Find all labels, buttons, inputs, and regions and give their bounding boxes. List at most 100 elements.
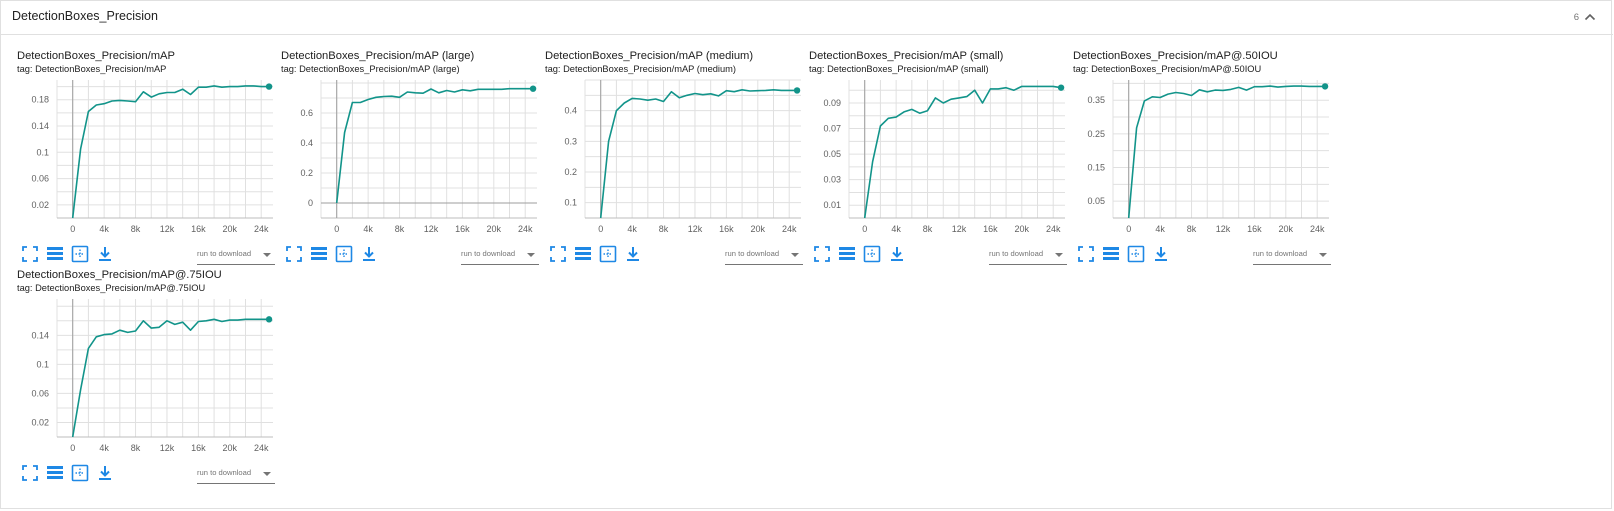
x-tick-label: 4k xyxy=(1155,224,1165,234)
line-chart[interactable]: 0 4k 8k 12k 16k 20k 24k 0 0.2 0.4 0.6 xyxy=(281,76,545,244)
download-button[interactable] xyxy=(1152,245,1170,263)
y-tick-label: 0.1 xyxy=(36,147,49,157)
chevron-up-icon[interactable] xyxy=(1583,10,1597,24)
y-tick-label: 0.09 xyxy=(823,98,841,108)
series-line xyxy=(1127,85,1326,219)
data-table-icon xyxy=(1103,247,1119,260)
y-tick-label: 0.14 xyxy=(31,330,49,340)
x-tick-label: 24k xyxy=(1310,224,1325,234)
download-button[interactable] xyxy=(96,245,114,263)
y-tick-label: 0.1 xyxy=(36,359,49,369)
run-select-label: run to download xyxy=(989,249,1044,258)
data-table-button[interactable] xyxy=(1102,245,1120,263)
card-toolbar: run to download xyxy=(809,245,1073,269)
line-chart[interactable]: 0 4k 8k 12k 16k 20k 24k 0.01 0.03 0.05 0.07 0.09 xyxy=(809,76,1073,244)
fit-domain-button[interactable] xyxy=(863,245,881,263)
run-select-label: run to download xyxy=(725,249,780,258)
y-tick-label: 0.6 xyxy=(300,108,313,118)
fullscreen-button[interactable] xyxy=(1077,245,1095,263)
dropdown-caret-icon xyxy=(791,253,799,257)
y-tick-label: 0.35 xyxy=(1087,95,1105,105)
data-table-button[interactable] xyxy=(46,245,64,263)
y-tick-label: 0.14 xyxy=(31,121,49,131)
card-toolbar: run to download xyxy=(17,245,281,269)
x-tick-label: 24k xyxy=(1046,224,1061,234)
download-button[interactable] xyxy=(624,245,642,263)
y-tick-label: 0.4 xyxy=(300,138,313,148)
series-end-point xyxy=(265,83,273,90)
run-download-select[interactable]: run to download xyxy=(197,466,275,484)
scalar-card: DetectionBoxes_Precision/mAP (large) tag… xyxy=(281,50,545,272)
fit-domain-button[interactable] xyxy=(71,245,89,263)
series-end-point xyxy=(1057,84,1065,91)
card-title: DetectionBoxes_Precision/mAP@.75IOU xyxy=(17,269,222,281)
run-download-select[interactable]: run to download xyxy=(1253,247,1331,265)
x-tick-label: 0 xyxy=(70,443,75,453)
fullscreen-button[interactable] xyxy=(21,245,39,263)
line-chart[interactable]: 0 4k 8k 12k 16k 20k 24k 0.05 0.15 0.25 0.35 xyxy=(1073,76,1337,244)
download-button[interactable] xyxy=(888,245,906,263)
run-download-select[interactable]: run to download xyxy=(461,247,539,265)
data-table-button[interactable] xyxy=(574,245,592,263)
data-table-button[interactable] xyxy=(838,245,856,263)
fit-domain-icon xyxy=(335,245,353,263)
scalar-card: DetectionBoxes_Precision/mAP (small) tag… xyxy=(809,50,1073,272)
run-download-select[interactable]: run to download xyxy=(725,247,803,265)
dropdown-caret-icon xyxy=(527,253,535,257)
card-tag: tag: DetectionBoxes_Precision/mAP@.75IOU xyxy=(17,283,206,293)
y-tick-label: 0.25 xyxy=(1087,129,1105,139)
fit-domain-button[interactable] xyxy=(599,245,617,263)
section-header[interactable]: DetectionBoxes_Precision 6 xyxy=(1,1,1613,35)
line-chart[interactable]: 0 4k 8k 12k 16k 20k 24k 0.02 0.06 0.1 0.14 xyxy=(17,295,281,463)
fullscreen-button[interactable] xyxy=(21,464,39,482)
x-tick-label: 8k xyxy=(395,224,405,234)
download-button[interactable] xyxy=(360,245,378,263)
download-button[interactable] xyxy=(96,464,114,482)
fit-domain-button[interactable] xyxy=(335,245,353,263)
y-tick-label: 0.2 xyxy=(564,167,577,177)
card-tag: tag: DetectionBoxes_Precision/mAP@.50IOU xyxy=(1073,64,1262,74)
y-tick-label: 0.07 xyxy=(823,124,841,134)
x-tick-label: 20k xyxy=(487,224,502,234)
data-table-button[interactable] xyxy=(310,245,328,263)
dropdown-caret-icon xyxy=(263,253,271,257)
fullscreen-button[interactable] xyxy=(549,245,567,263)
download-icon xyxy=(627,247,639,261)
series-end-point xyxy=(793,87,801,94)
series-line xyxy=(335,87,534,204)
x-tick-label: 16k xyxy=(191,443,206,453)
card-toolbar: run to download xyxy=(281,245,545,269)
fullscreen-button[interactable] xyxy=(813,245,831,263)
x-tick-label: 0 xyxy=(70,224,75,234)
fullscreen-icon xyxy=(1078,246,1094,262)
x-tick-label: 12k xyxy=(952,224,967,234)
data-table-button[interactable] xyxy=(46,464,64,482)
scalar-card: DetectionBoxes_Precision/mAP@.75IOU tag:… xyxy=(17,269,281,491)
fullscreen-icon xyxy=(22,246,38,262)
card-tag: tag: DetectionBoxes_Precision/mAP xyxy=(17,64,167,74)
fit-domain-button[interactable] xyxy=(1127,245,1145,263)
download-icon xyxy=(363,247,375,261)
line-chart[interactable]: 0 4k 8k 12k 16k 20k 24k 0.1 0.2 0.3 0.4 xyxy=(545,76,809,244)
dropdown-caret-icon xyxy=(263,472,271,476)
fit-domain-button[interactable] xyxy=(71,464,89,482)
x-tick-label: 12k xyxy=(424,224,439,234)
line-chart[interactable]: 0 4k 8k 12k 16k 20k 24k 0.02 0.06 0.1 0.14 0.18 xyxy=(17,76,281,244)
fit-domain-icon xyxy=(71,464,89,482)
card-toolbar: run to download xyxy=(17,464,281,488)
y-tick-label: 0.01 xyxy=(823,200,841,210)
run-download-select[interactable]: run to download xyxy=(197,247,275,265)
card-title: DetectionBoxes_Precision/mAP (medium) xyxy=(545,50,754,62)
x-tick-label: 20k xyxy=(223,224,238,234)
scalar-card: DetectionBoxes_Precision/mAP@.50IOU tag:… xyxy=(1073,50,1337,272)
y-tick-label: 0.02 xyxy=(31,200,49,210)
x-tick-label: 4k xyxy=(627,224,637,234)
run-download-select[interactable]: run to download xyxy=(989,247,1067,265)
y-tick-label: 0.05 xyxy=(823,149,841,159)
fullscreen-button[interactable] xyxy=(285,245,303,263)
fullscreen-icon xyxy=(814,246,830,262)
x-tick-label: 4k xyxy=(99,443,109,453)
x-tick-label: 0 xyxy=(334,224,339,234)
dropdown-caret-icon xyxy=(1319,253,1327,257)
